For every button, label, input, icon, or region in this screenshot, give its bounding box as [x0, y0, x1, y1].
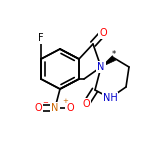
- Text: O: O: [99, 28, 107, 38]
- Text: *: *: [112, 50, 116, 59]
- Text: +: +: [62, 98, 68, 104]
- Text: NH: NH: [103, 93, 117, 103]
- Text: O: O: [82, 99, 90, 109]
- Text: O: O: [34, 103, 42, 113]
- Text: O: O: [66, 103, 74, 113]
- Text: N: N: [97, 62, 105, 72]
- Text: F: F: [38, 33, 44, 43]
- Polygon shape: [101, 56, 116, 67]
- Text: −: −: [42, 100, 48, 106]
- Text: N: N: [51, 103, 59, 113]
